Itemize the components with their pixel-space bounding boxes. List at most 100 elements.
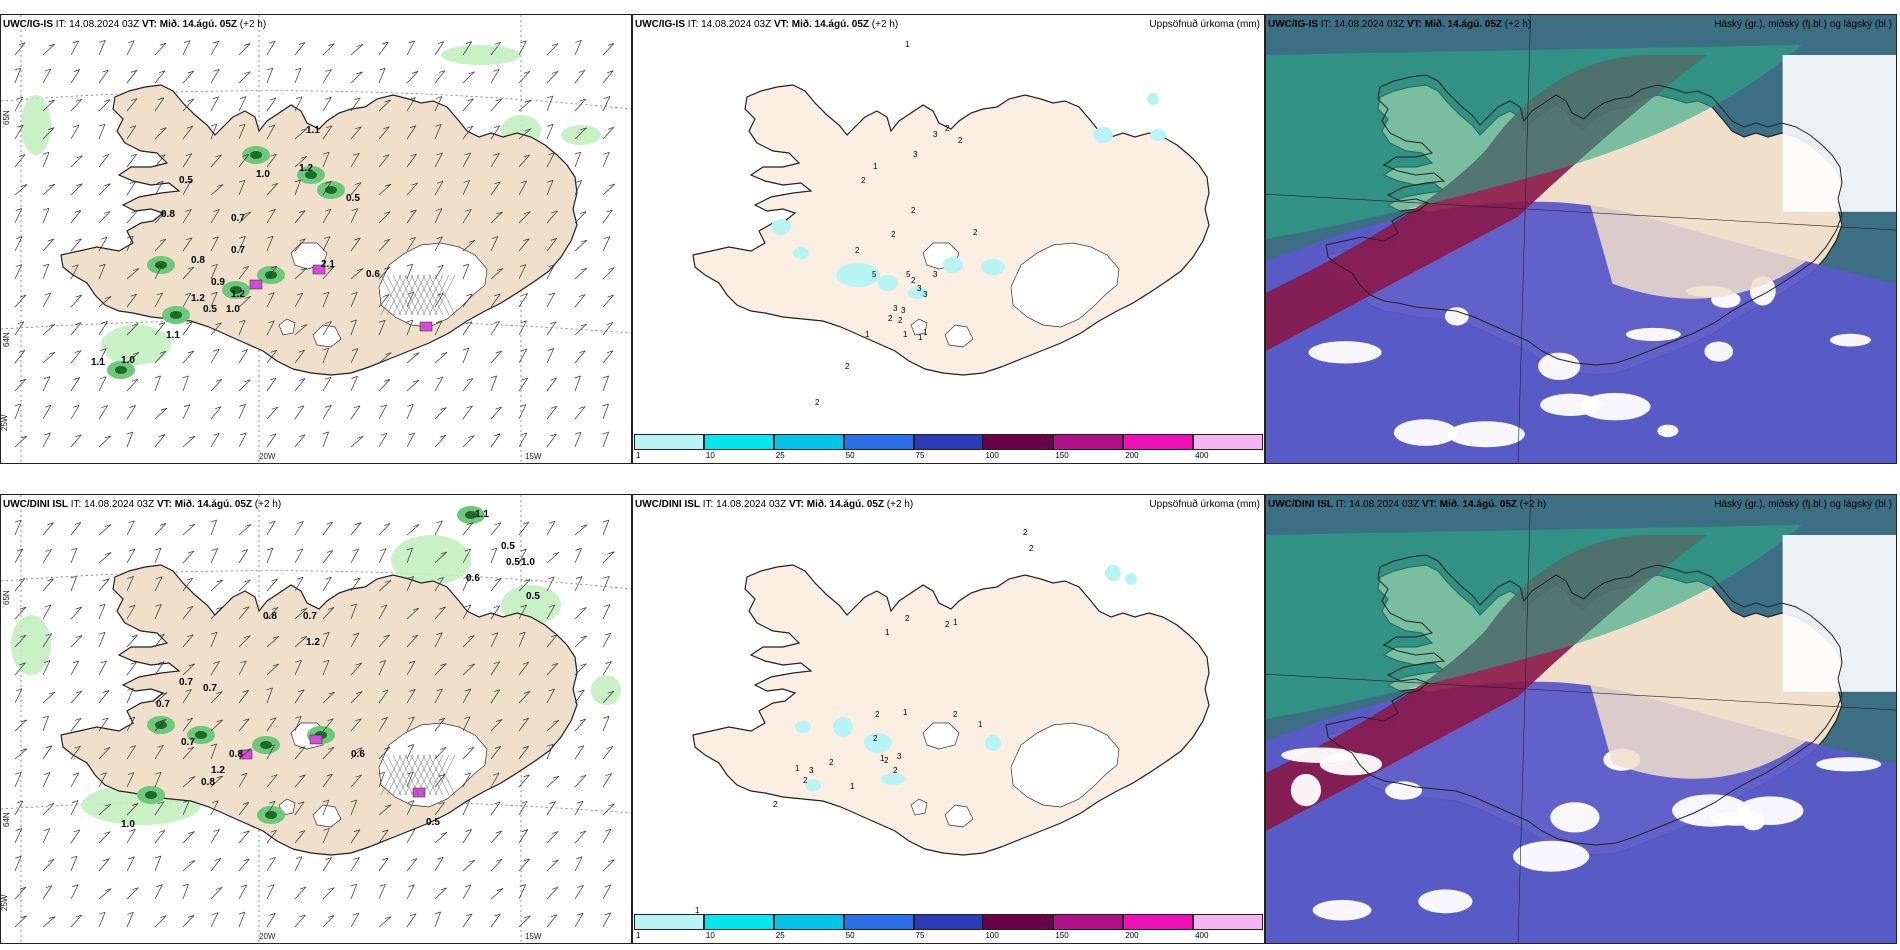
wind-barb xyxy=(210,236,219,252)
wind-barb xyxy=(210,607,223,620)
wind-barb-feather xyxy=(436,376,444,380)
wind-barb-feather xyxy=(21,748,28,751)
panel-title: Háský (gr.), miðský (fj.bl.) og lágský (… xyxy=(1714,499,1892,510)
wind-barb xyxy=(98,912,106,928)
wind-barb-feather xyxy=(383,746,391,750)
colorbar-swatch xyxy=(843,434,914,450)
colorbar-tick: 100 xyxy=(985,451,999,460)
precip-value-label: 1 xyxy=(795,764,800,773)
wind-barb-feather xyxy=(17,124,24,128)
wind-barb xyxy=(294,689,305,704)
precip-value-label: 1.0 xyxy=(121,819,135,830)
clear-sky-patch xyxy=(1782,535,1896,692)
wind-barb-feather xyxy=(76,155,83,159)
wind-barb xyxy=(14,915,27,928)
wind-barb xyxy=(490,406,502,420)
wind-barb-feather xyxy=(269,857,276,860)
precip-value-label: 1 xyxy=(903,330,908,339)
wind-barb xyxy=(154,238,167,252)
wind-barb xyxy=(238,718,250,732)
wind-barb xyxy=(462,800,471,816)
boundary-line xyxy=(1266,193,1896,231)
wind-barb-feather xyxy=(380,404,387,408)
precip-core-dark xyxy=(145,791,157,799)
wind-barb-feather xyxy=(579,350,586,354)
wind-barb-feather xyxy=(130,661,137,665)
wind-barb-feather xyxy=(159,42,166,46)
wind-barb-feather xyxy=(210,743,217,747)
wind-barb xyxy=(378,771,385,788)
wind-barb-feather xyxy=(408,660,416,664)
wind-barb xyxy=(126,268,140,280)
wind-barb-feather xyxy=(271,774,278,778)
wind-barb-feather xyxy=(494,578,502,581)
wind-barb xyxy=(546,433,557,448)
wind-barb xyxy=(462,635,475,648)
precip-value-label: 2 xyxy=(953,710,958,719)
wind-barb xyxy=(350,405,361,420)
wind-barb xyxy=(574,350,586,364)
precip-value-label: 2 xyxy=(893,766,898,775)
wind-barb-feather xyxy=(187,550,194,554)
wind-barb xyxy=(238,748,252,760)
clear-sky-patch xyxy=(1538,352,1581,381)
precip-value-label: 0.7 xyxy=(156,699,170,710)
wind-barb xyxy=(574,663,587,676)
wind-barb-feather xyxy=(352,912,360,916)
wind-barb-feather xyxy=(215,154,222,158)
wind-barb-feather xyxy=(271,406,278,410)
wind-barb-feather xyxy=(73,377,80,380)
wind-barb xyxy=(602,403,609,420)
map-clouds xyxy=(1266,495,1896,943)
precip-core-dark xyxy=(170,311,182,319)
wind-barb xyxy=(126,323,139,336)
wind-barb xyxy=(210,829,220,844)
lon-label-mid: 20W xyxy=(259,452,276,461)
wind-barb xyxy=(154,292,164,308)
clear-sky-patch xyxy=(1737,796,1804,825)
wind-barb-feather xyxy=(242,689,249,693)
precip-cell xyxy=(795,721,811,733)
wind-barb xyxy=(238,635,251,648)
hatch-line xyxy=(404,754,426,796)
wind-barb xyxy=(546,406,558,420)
precip-cell xyxy=(793,247,809,259)
wind-barb xyxy=(14,321,25,336)
precip-core-dark xyxy=(305,171,317,179)
wind-barb-feather xyxy=(463,180,470,183)
wind-barb xyxy=(98,772,107,788)
wind-barb-feather xyxy=(383,126,390,130)
wind-barb-feather xyxy=(244,211,251,215)
wind-barb-feather xyxy=(551,914,558,917)
wind-barb xyxy=(126,379,139,392)
wind-barb xyxy=(434,774,446,788)
wind-barb-feather xyxy=(440,663,447,666)
wind-barb xyxy=(546,377,557,392)
wind-barb xyxy=(210,264,218,280)
wind-barb xyxy=(350,857,360,872)
wind-barb xyxy=(350,97,361,112)
wind-barb xyxy=(210,322,222,336)
wind-barb xyxy=(70,69,81,84)
wind-barb xyxy=(154,127,167,140)
wind-barb-feather xyxy=(238,911,246,915)
wind-barb xyxy=(70,800,79,816)
wind-barb-feather xyxy=(385,352,392,355)
wind-barb-feather xyxy=(131,210,138,214)
wind-barb-feather xyxy=(270,377,277,381)
wind-barb-feather xyxy=(101,405,108,408)
wind-barb-feather xyxy=(352,632,360,636)
wind-barb-feather xyxy=(103,858,110,862)
wind-barb xyxy=(266,67,274,84)
wind-barb-feather xyxy=(382,41,389,45)
wind-barb-feather xyxy=(412,379,420,383)
wind-barb xyxy=(378,717,388,732)
wind-barb xyxy=(518,774,530,788)
wind-barb-feather xyxy=(409,125,417,129)
wind-barb-feather xyxy=(298,689,305,693)
wind-barb xyxy=(126,40,135,56)
wind-barb xyxy=(574,127,587,140)
wind-barb xyxy=(294,548,304,564)
clear-sky-patch xyxy=(1418,889,1473,914)
wind-barb-feather xyxy=(100,772,107,776)
